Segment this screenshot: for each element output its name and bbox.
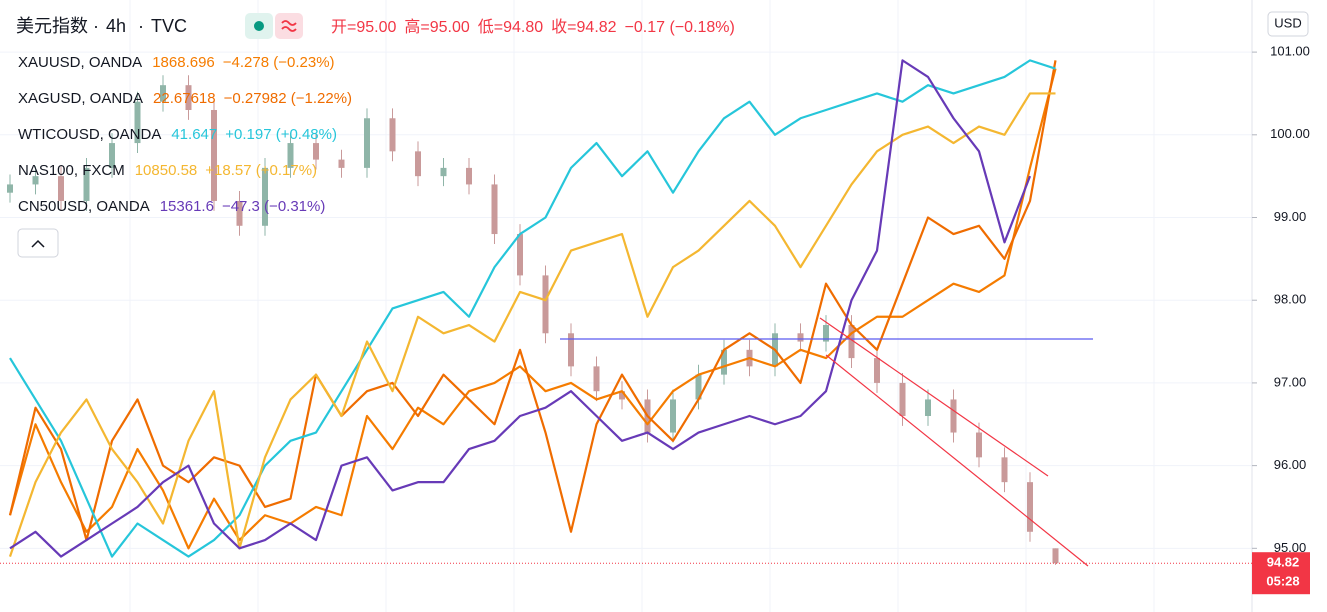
channel-upper[interactable] (819, 317, 1049, 477)
y-tick-label: 97.00 (1274, 374, 1307, 389)
separator: · (138, 16, 144, 36)
legend-change: −47.3 (−0.31%) (222, 198, 325, 215)
legend-change: +0.197 (+0.48%) (225, 126, 337, 143)
legend-value: 22.67618 (153, 90, 216, 107)
legend-value: 10850.58 (135, 162, 198, 179)
candle-body (721, 349, 727, 375)
delay-icon (281, 20, 297, 32)
candle-body (211, 109, 217, 201)
y-tick-label: 98.00 (1274, 292, 1307, 307)
status-dot (254, 21, 264, 31)
ohlc-value: 收=94.82 (551, 18, 616, 36)
candle-body (797, 333, 804, 342)
legend-name: XAGUSD, OANDA (18, 90, 143, 107)
y-tick-label: 96.00 (1274, 457, 1307, 472)
collapse-button[interactable] (17, 228, 59, 258)
candle-body (874, 358, 880, 383)
symbol-title: 美元指数 (16, 16, 88, 36)
candle-body (593, 366, 600, 392)
candle-body (7, 184, 13, 193)
legend-name: XAUUSD, OANDA (18, 54, 142, 71)
series-line (9, 59, 1032, 558)
candle-body (542, 275, 549, 334)
ohlc-value: 开=95.00 (331, 19, 396, 36)
candle-body (1001, 457, 1008, 483)
last-price-label: 94.82 (1267, 555, 1300, 570)
change-value: −0.17 (−0.18%) (625, 19, 735, 36)
series-line (8, 92, 1056, 557)
candle-body (950, 399, 957, 433)
candle-body (389, 118, 396, 152)
legend-change: −4.278 (−0.23%) (223, 54, 335, 71)
y-tick-label: 99.00 (1274, 209, 1307, 224)
candle-body (517, 234, 523, 276)
candle-body (976, 432, 982, 458)
legend-name: CN50USD, OANDA (18, 198, 150, 215)
countdown: 05:28 (1266, 574, 1299, 589)
candle-body (491, 184, 498, 235)
legend-name: NAS100, FXCM (18, 162, 125, 179)
candle-body (185, 85, 192, 110)
candle-body (568, 333, 574, 367)
candle-body (695, 374, 702, 400)
candle-body (670, 399, 676, 433)
source: TVC (151, 16, 187, 36)
legend-value: 15361.6 (160, 198, 214, 215)
legend: XAUUSD, OANDA 1868.696 −4.278 (−0.23%) XAGU… (18, 54, 352, 215)
candle-body (262, 167, 268, 226)
candle-body (440, 167, 447, 177)
legend-name: WTICOUSD, OANDA (18, 126, 161, 143)
legend-change: +18.57 (+0.17%) (205, 162, 317, 179)
currency-button[interactable] (1267, 11, 1309, 37)
y-tick-label: 101.00 (1270, 44, 1310, 59)
ohlc-value: 高=95.00 (404, 18, 469, 36)
candle-body (313, 143, 319, 160)
candle-body (109, 143, 115, 168)
candle-body (58, 176, 64, 201)
series-line (9, 59, 1056, 558)
candle-body (848, 325, 855, 359)
ohlc-legend: 开=95.00 高=95.00 低=94.80 收=94.82 −0.17 (−0.18… (331, 18, 735, 36)
separator: · (93, 16, 99, 36)
ohlc-value: 低=94.80 (478, 18, 543, 36)
candle-body (32, 176, 39, 185)
candle-body (823, 325, 829, 342)
legend-change: −0.27982 (−1.22%) (224, 90, 352, 107)
candle-body (899, 382, 906, 416)
last-price-box (1252, 552, 1310, 595)
candle-body (160, 85, 166, 102)
legend-value: 1868.696 (152, 54, 215, 71)
candle-body (415, 151, 421, 177)
y-tick-label: 100.00 (1270, 126, 1310, 141)
candle-body (1052, 548, 1059, 564)
legend-value: 41.647 (171, 126, 217, 143)
header: 美元指数 · 4h · TVC (16, 13, 303, 39)
delay-button[interactable] (275, 13, 303, 39)
price-axis: 95.00 96.00 97.00 98.00 99.00 100.00 101.00 (1252, 44, 1310, 555)
candle-body (83, 167, 90, 201)
candle-body (236, 200, 243, 226)
candle-body (619, 391, 625, 400)
currency: USD (1274, 15, 1301, 30)
interval: 4h (106, 16, 126, 36)
candle-body (338, 159, 345, 168)
candle-body (364, 118, 370, 168)
candle-body (925, 399, 931, 416)
collapse-icon (31, 239, 45, 248)
y-tick-label: 95.00 (1274, 540, 1307, 555)
candle-body (134, 101, 141, 144)
series-line (8, 68, 1057, 550)
candle-body (287, 143, 294, 168)
candle-body (1027, 482, 1033, 532)
candle-body (466, 167, 472, 185)
channel-lower[interactable] (825, 354, 1089, 567)
